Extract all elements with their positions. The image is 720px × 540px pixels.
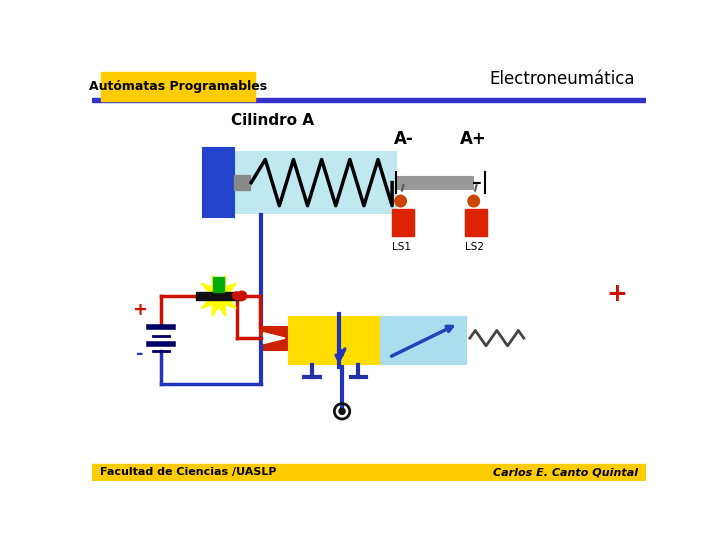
Text: Electroneumática: Electroneumática xyxy=(489,70,634,87)
Text: Carlos E. Canto Quintal: Carlos E. Canto Quintal xyxy=(493,467,639,477)
Polygon shape xyxy=(197,275,240,316)
Bar xyxy=(260,327,289,350)
Bar xyxy=(204,148,234,217)
Bar xyxy=(196,292,242,300)
Circle shape xyxy=(468,195,480,207)
Text: +: + xyxy=(606,282,627,306)
Bar xyxy=(92,464,647,481)
Bar xyxy=(396,177,473,189)
Bar xyxy=(392,209,414,236)
Bar xyxy=(213,276,224,292)
Bar xyxy=(92,98,647,102)
Text: Cilindro A: Cilindro A xyxy=(231,113,314,128)
Circle shape xyxy=(238,291,246,300)
Text: Autómatas Programables: Autómatas Programables xyxy=(89,80,267,93)
Text: -: - xyxy=(136,345,143,362)
Circle shape xyxy=(339,408,345,414)
Bar xyxy=(382,318,466,363)
Polygon shape xyxy=(264,333,285,343)
Bar xyxy=(234,152,396,213)
Text: Facultad de Ciencias /UASLP: Facultad de Ciencias /UASLP xyxy=(99,467,276,477)
Text: A+: A+ xyxy=(459,131,486,149)
Bar xyxy=(289,318,382,363)
Bar xyxy=(101,72,255,101)
Bar xyxy=(234,175,250,190)
Text: A-: A- xyxy=(394,131,413,149)
Circle shape xyxy=(395,195,406,207)
Text: LS1: LS1 xyxy=(392,241,411,252)
Bar xyxy=(465,209,487,236)
Circle shape xyxy=(233,292,240,300)
Text: LS2: LS2 xyxy=(465,241,484,252)
Text: +: + xyxy=(132,301,147,319)
